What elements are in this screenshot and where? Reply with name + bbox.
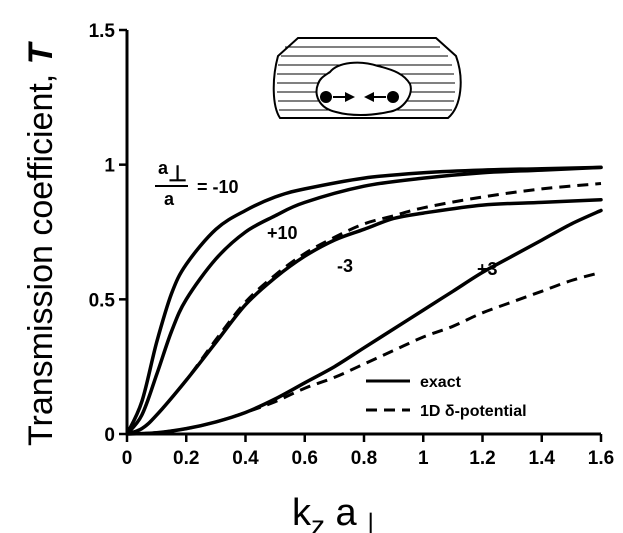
ticks: 0 0.2 0.4 0.6 0.8 1 1.2 1.4 1.6 0 0.5 1 1.5 (89, 21, 615, 469)
y-axis-title: Transmission coefficient, T (22, 40, 60, 446)
series-line-2 (125, 165, 603, 436)
curve-label-minus3: -3 (337, 256, 353, 276)
series-line-1 (125, 165, 603, 436)
x-tick-label: 1.6 (588, 448, 614, 469)
y-axis-title-symbol: T (22, 40, 60, 64)
series-line-5 (125, 208, 603, 436)
legend-exact-label: exact (420, 374, 462, 391)
curve-label-plus3: +3 (477, 259, 498, 279)
ratio-numerator: a⊥ (158, 158, 187, 186)
x-axis-title-sub-z: z (311, 510, 325, 533)
x-tick-label: 0.2 (173, 448, 199, 469)
y-tick-label: 1 (104, 156, 115, 177)
series-line-4 (126, 182, 602, 436)
x-axis-title-a: a (325, 492, 358, 533)
x-axis-title-sub-perp: ⊥ (357, 506, 385, 533)
legend-delta-label: 1D δ-potential (420, 403, 527, 420)
ratio-label: a⊥ a = -10 (155, 158, 239, 209)
x-tick-label: 0 (122, 448, 133, 469)
y-tick-label: 0 (104, 425, 115, 446)
x-tick-label: 0.6 (292, 448, 318, 469)
inset-arrowhead-left (364, 92, 374, 102)
x-tick-label: 1.2 (469, 448, 495, 469)
ratio-denominator: a (164, 189, 175, 209)
series-line-3 (125, 197, 603, 436)
y-tick-label: 0.5 (89, 290, 116, 311)
ratio-equals: = -10 (197, 177, 239, 197)
x-tick-label: 1.4 (529, 448, 556, 469)
curve-label-plus10: +10 (267, 223, 298, 243)
x-tick-label: 1 (418, 448, 429, 469)
inset-diagram (272, 37, 462, 119)
inset-arrowhead-right (345, 92, 355, 102)
ratio-numerator-sub: ⊥ (168, 161, 187, 186)
series-line-6 (126, 270, 602, 436)
curves (125, 165, 603, 436)
x-axis-title: kz a⊥ (292, 492, 385, 533)
inset-particle-right (387, 91, 399, 103)
y-tick-label: 1.5 (89, 21, 116, 42)
x-tick-label: 0.8 (351, 448, 377, 469)
x-tick-label: 0.4 (232, 448, 259, 469)
legend: exact 1D δ-potential (366, 374, 527, 420)
inset-cross-section (315, 61, 412, 116)
inset-particle-left (320, 91, 332, 103)
